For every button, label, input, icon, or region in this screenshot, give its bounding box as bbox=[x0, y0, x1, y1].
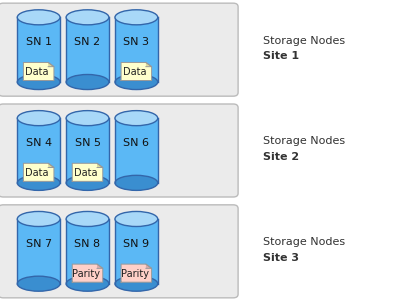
Bar bbox=[17, 17, 60, 82]
Polygon shape bbox=[146, 264, 152, 268]
Ellipse shape bbox=[17, 10, 60, 25]
Ellipse shape bbox=[17, 75, 60, 90]
Bar bbox=[66, 219, 109, 284]
Polygon shape bbox=[48, 163, 54, 167]
Ellipse shape bbox=[66, 10, 109, 25]
FancyBboxPatch shape bbox=[0, 104, 238, 197]
Polygon shape bbox=[146, 63, 152, 67]
FancyBboxPatch shape bbox=[0, 3, 238, 96]
Ellipse shape bbox=[17, 175, 60, 191]
Ellipse shape bbox=[66, 211, 109, 226]
Bar bbox=[66, 118, 109, 183]
Polygon shape bbox=[121, 264, 152, 282]
Ellipse shape bbox=[17, 276, 60, 291]
Ellipse shape bbox=[66, 75, 109, 90]
Text: SN 9: SN 9 bbox=[123, 239, 149, 249]
Bar bbox=[115, 219, 158, 284]
Ellipse shape bbox=[66, 276, 109, 291]
Text: Storage Nodes: Storage Nodes bbox=[263, 36, 345, 46]
Bar bbox=[17, 219, 60, 284]
Text: Parity: Parity bbox=[72, 269, 100, 279]
Text: SN 7: SN 7 bbox=[26, 239, 52, 249]
Text: SN 8: SN 8 bbox=[74, 239, 101, 249]
Text: Site 1: Site 1 bbox=[263, 51, 299, 61]
Bar bbox=[115, 17, 158, 82]
Text: SN 4: SN 4 bbox=[26, 138, 52, 148]
Polygon shape bbox=[48, 63, 54, 67]
Text: Parity: Parity bbox=[121, 269, 149, 279]
Text: SN 6: SN 6 bbox=[123, 138, 149, 148]
Ellipse shape bbox=[115, 211, 158, 226]
Text: SN 5: SN 5 bbox=[74, 138, 101, 148]
Ellipse shape bbox=[17, 211, 60, 226]
Text: Site 3: Site 3 bbox=[263, 253, 298, 263]
Text: SN 3: SN 3 bbox=[123, 37, 149, 47]
Text: SN 2: SN 2 bbox=[74, 37, 101, 47]
Polygon shape bbox=[72, 163, 103, 181]
Polygon shape bbox=[121, 63, 152, 81]
Polygon shape bbox=[23, 63, 54, 81]
FancyBboxPatch shape bbox=[0, 205, 238, 298]
Ellipse shape bbox=[66, 110, 109, 126]
Text: Data: Data bbox=[26, 67, 49, 77]
Text: Data: Data bbox=[74, 168, 98, 178]
Text: Site 2: Site 2 bbox=[263, 152, 299, 162]
Ellipse shape bbox=[115, 110, 158, 126]
Bar bbox=[115, 118, 158, 183]
Text: Storage Nodes: Storage Nodes bbox=[263, 237, 345, 247]
Polygon shape bbox=[72, 264, 103, 282]
Ellipse shape bbox=[115, 10, 158, 25]
Ellipse shape bbox=[115, 276, 158, 291]
Text: Data: Data bbox=[26, 168, 49, 178]
Ellipse shape bbox=[115, 175, 158, 191]
Bar bbox=[66, 17, 109, 82]
Ellipse shape bbox=[66, 175, 109, 191]
Ellipse shape bbox=[115, 75, 158, 90]
Bar bbox=[17, 118, 60, 183]
Polygon shape bbox=[97, 163, 103, 167]
Text: Data: Data bbox=[123, 67, 147, 77]
Ellipse shape bbox=[17, 110, 60, 126]
Polygon shape bbox=[97, 264, 103, 268]
Polygon shape bbox=[23, 163, 54, 181]
Text: SN 1: SN 1 bbox=[26, 37, 52, 47]
Text: Storage Nodes: Storage Nodes bbox=[263, 136, 345, 147]
